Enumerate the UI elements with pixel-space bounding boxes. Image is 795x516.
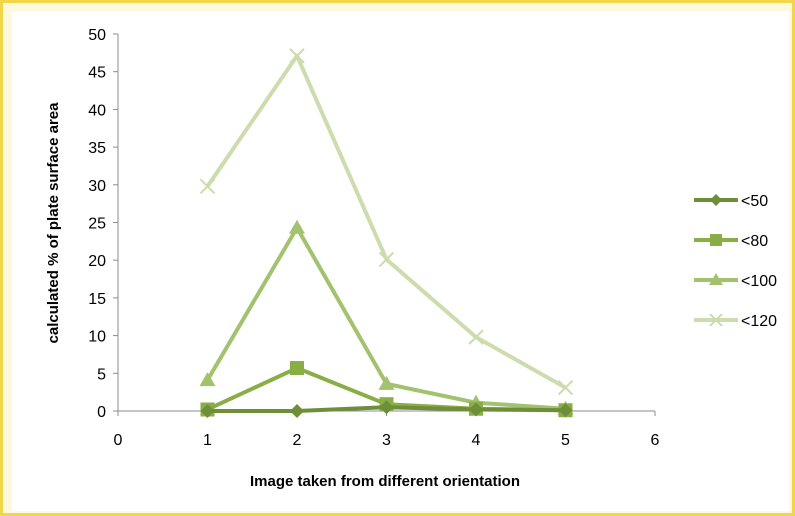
y-tick-label: 15 — [88, 291, 106, 308]
x-tick-label: 1 — [203, 432, 212, 449]
data-point — [558, 403, 573, 418]
legend-item: <100 — [694, 273, 777, 290]
data-point — [199, 372, 216, 387]
x-axis-title: Image taken from different orientation — [250, 473, 520, 490]
x-tick-label: 5 — [561, 432, 570, 449]
data-point — [290, 404, 304, 418]
x-tick-label: 3 — [382, 432, 391, 449]
legend-marker — [710, 234, 722, 246]
data-point — [290, 361, 304, 376]
legend-item: <80 — [694, 233, 768, 250]
series-4 — [199, 48, 574, 396]
x-tick-label: 6 — [651, 432, 660, 449]
legend-marker — [709, 273, 723, 285]
data-point — [289, 48, 305, 64]
legend-marker — [709, 313, 723, 327]
data-point — [557, 379, 574, 396]
legend-item: <50 — [694, 193, 768, 210]
y-tick-label: 40 — [88, 102, 106, 119]
series-layer — [199, 48, 574, 418]
data-point — [378, 251, 395, 268]
data-point — [468, 329, 484, 345]
series-line — [205, 53, 567, 390]
y-tick-label: 25 — [88, 216, 106, 233]
x-tick-label: 4 — [472, 432, 481, 449]
data-point — [378, 375, 395, 390]
data-point — [199, 178, 216, 195]
y-tick-label: 5 — [97, 366, 106, 383]
legend-item: <120 — [694, 313, 777, 330]
chart-panel: 0 5 10 15 20 25 30 35 40 45 50 0 1 2 3 4 5 6 <50 <80 <100 <1… — [12, 11, 789, 511]
y-tick-label: 0 — [97, 404, 106, 421]
x-tick-label: 2 — [293, 432, 302, 449]
series-1 — [200, 400, 573, 418]
y-tick-label: 10 — [88, 329, 106, 346]
legend-marker — [710, 194, 722, 206]
x-tick-label: 0 — [114, 432, 123, 449]
data-point — [469, 402, 483, 417]
legend-label: <100 — [741, 273, 777, 290]
y-axis-title: calculated % of plate surface area — [45, 102, 62, 344]
y-tick-label: 35 — [88, 140, 106, 157]
y-tick-label: 20 — [88, 253, 106, 270]
y-tick-label: 45 — [88, 65, 106, 82]
legend: <50 <80 <100 <120 — [694, 193, 777, 330]
data-point — [379, 400, 394, 415]
legend-label: <120 — [741, 313, 777, 330]
y-tick-label: 50 — [88, 27, 106, 44]
legend-label: <50 — [741, 193, 768, 210]
y-tick-label: 30 — [88, 178, 106, 195]
data-point — [200, 404, 215, 418]
data-point — [289, 219, 305, 234]
legend-label: <80 — [741, 233, 768, 250]
